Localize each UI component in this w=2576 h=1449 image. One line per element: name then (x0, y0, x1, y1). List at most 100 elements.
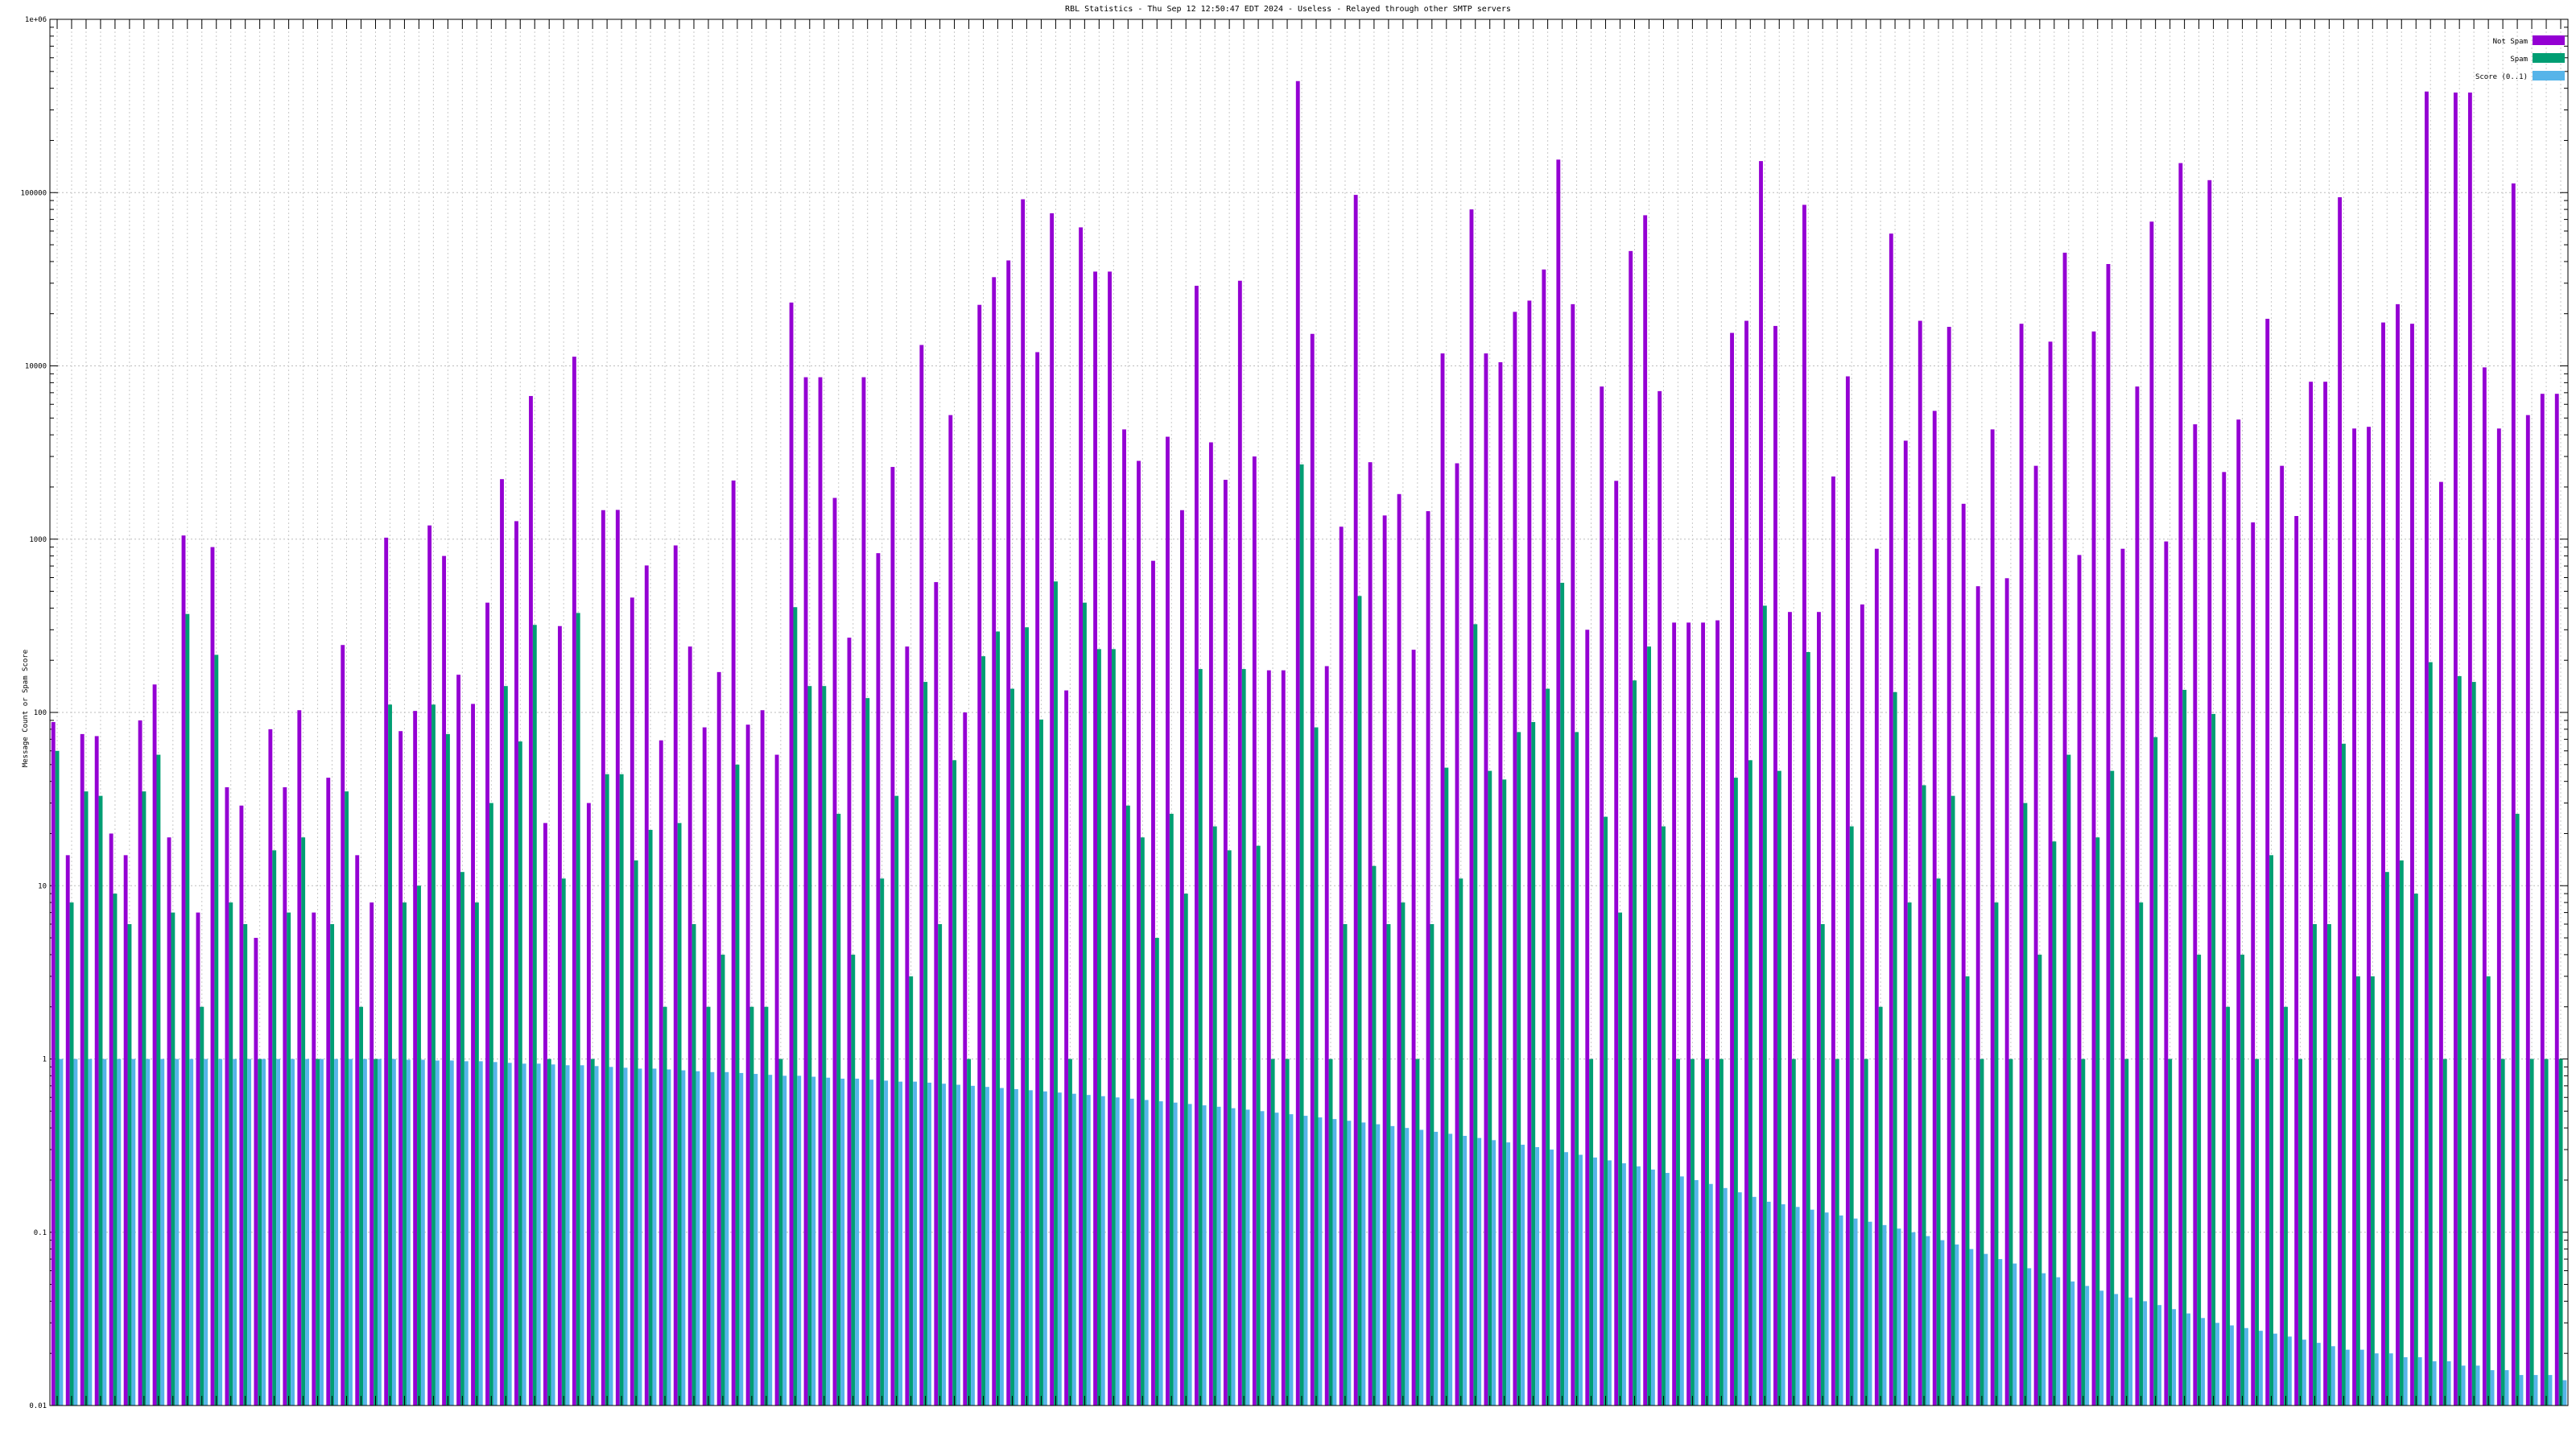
bar-score (435, 1060, 440, 1406)
bar-not-spam (1816, 612, 1821, 1406)
bar-not-spam (1802, 204, 1806, 1406)
bar-score (1766, 1201, 1771, 1406)
bar-spam (2442, 1059, 2447, 1406)
bar-not-spam (1426, 511, 1430, 1406)
bar-score (753, 1074, 758, 1406)
bar-not-spam (1079, 227, 1084, 1406)
bar-not-spam (1382, 515, 1387, 1406)
bar-score (131, 1059, 136, 1406)
bar-score (1028, 1090, 1033, 1406)
bar-spam (1733, 778, 1738, 1406)
bar-score (2432, 1361, 2437, 1406)
bar-score (2533, 1375, 2538, 1406)
bar-spam (2544, 1059, 2549, 1406)
bar-not-spam (1498, 361, 1503, 1406)
bar-spam (489, 803, 493, 1406)
bar-not-spam (716, 671, 721, 1406)
bar-spam (243, 924, 248, 1406)
bar-spam (547, 1059, 551, 1406)
bar-spam (1531, 721, 1536, 1406)
bar-spam (2153, 737, 2158, 1406)
bar-spam (2558, 1059, 2563, 1406)
bar-score (1419, 1129, 1424, 1406)
bar-spam (1270, 1059, 1275, 1406)
bar-spam (2211, 713, 2216, 1406)
bar-not-spam (1122, 429, 1126, 1406)
bar-not-spam (1484, 353, 1488, 1406)
bar-score (565, 1065, 570, 1406)
bar-spam (2529, 1059, 2534, 1406)
bar-not-spam (1339, 526, 1344, 1406)
bar-spam (1299, 464, 1304, 1406)
bar-score (1000, 1088, 1004, 1406)
bar-spam (1705, 1059, 1709, 1406)
bar-not-spam (1194, 285, 1199, 1406)
bar-spam (2298, 1059, 2302, 1406)
bar-not-spam (1455, 463, 1459, 1406)
bar-score (942, 1084, 946, 1406)
bar-score (2562, 1380, 2567, 1406)
bar-not-spam (2525, 415, 2530, 1406)
y-axis-label: Message Count or Spam Score (22, 650, 30, 767)
bar-not-spam (456, 675, 461, 1406)
bar-spam (345, 791, 349, 1406)
bar-score (1173, 1102, 1178, 1406)
bar-spam (2255, 1059, 2260, 1406)
bar-spam (1401, 902, 1406, 1406)
legend-label: Spam (2510, 56, 2528, 64)
bar-not-spam (1715, 620, 1720, 1406)
bar-not-spam (2106, 263, 2111, 1406)
bar-score (2461, 1365, 2466, 1406)
bar-not-spam (2467, 92, 2472, 1406)
bar-spam (1183, 894, 1188, 1406)
bar-score (884, 1080, 889, 1406)
bar-not-spam (297, 710, 302, 1406)
bar-score (681, 1070, 686, 1406)
bar-spam (1907, 902, 1912, 1406)
bar-spam (2124, 1059, 2129, 1406)
bar-score (1608, 1160, 1612, 1406)
bar-not-spam (94, 736, 99, 1406)
bar-spam (894, 795, 899, 1406)
bar-score (1955, 1244, 1959, 1406)
bar-not-spam (601, 510, 605, 1406)
bar-spam (1357, 596, 1362, 1406)
bar-score (88, 1059, 93, 1406)
bar-spam (2428, 662, 2433, 1406)
bar-score (1274, 1113, 1279, 1406)
bar-not-spam (2236, 419, 2241, 1406)
bar-not-spam (138, 720, 142, 1406)
y-tick-label: 0.1 (34, 1229, 47, 1237)
bar-spam (374, 1059, 378, 1406)
bar-spam (460, 872, 464, 1406)
bar-not-spam (1946, 327, 1951, 1406)
bar-spam (272, 850, 277, 1406)
bar-spam (1256, 845, 1261, 1406)
bar-score (1679, 1176, 1684, 1406)
bar-not-spam (500, 479, 504, 1406)
bar-not-spam (167, 837, 171, 1406)
bar-not-spam (1585, 630, 1590, 1406)
bar-spam (1979, 1059, 1984, 1406)
bar-score (2041, 1273, 2046, 1406)
bar-score (262, 1059, 266, 1406)
bar-spam (98, 795, 103, 1406)
bar-not-spam (1151, 560, 1155, 1406)
bar-spam (2139, 902, 2144, 1406)
bar-score (1231, 1108, 1236, 1406)
bar-not-spam (1730, 332, 1734, 1406)
bar-spam (2226, 1006, 2231, 1406)
bar-score (1550, 1150, 1554, 1406)
bar-not-spam (2222, 472, 2227, 1406)
bar-spam (1922, 785, 1926, 1406)
bar-score (1708, 1183, 1713, 1406)
bar-spam (2037, 954, 2042, 1406)
bar-spam (503, 686, 508, 1406)
bar-score (1115, 1097, 1120, 1406)
bar-spam (1430, 924, 1435, 1406)
bar-score (696, 1071, 700, 1406)
bar-not-spam (1990, 429, 1995, 1406)
bar-spam (836, 813, 841, 1406)
bar-not-spam (1397, 493, 1402, 1406)
bar-score (1463, 1136, 1468, 1406)
